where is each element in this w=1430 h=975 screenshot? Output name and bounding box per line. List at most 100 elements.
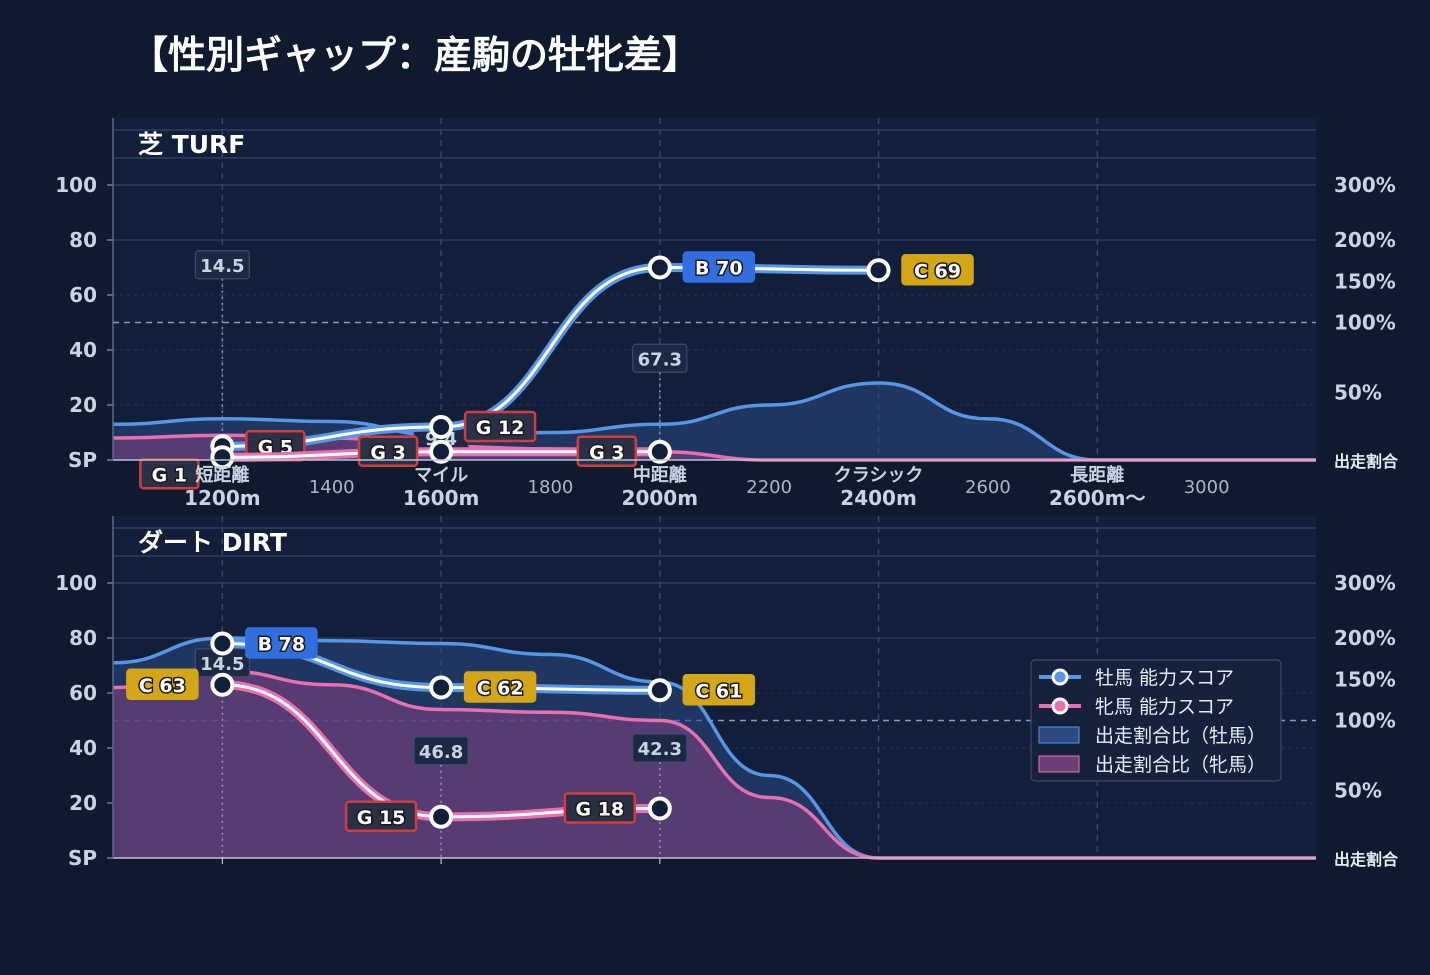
- chart-title: 【性別ギャップ：産駒の牡牝差】: [130, 33, 700, 77]
- legend-item: 牝馬 能力スコア: [1039, 696, 1234, 718]
- x-tick-label: 3000: [1184, 477, 1230, 498]
- ratio-label: 67.3: [632, 343, 688, 460]
- x-category-distance: 2000m: [622, 486, 699, 510]
- grade-badge: G 3: [357, 435, 419, 467]
- legend-patch-swatch: [1038, 755, 1080, 773]
- y-tick-label: SP: [68, 448, 97, 472]
- grade-badge-text: B 78: [258, 634, 306, 656]
- grade-badge-text: B 70: [695, 258, 743, 280]
- grade-badge-text: C 69: [914, 260, 961, 282]
- grade-badge-text: G 12: [476, 417, 525, 439]
- grade-badge-text: G 15: [357, 807, 406, 829]
- grade-badge-text: G 3: [589, 442, 624, 464]
- ratio-line-male: [112, 381, 1316, 462]
- score-point: [210, 631, 235, 656]
- legend-label: 出走割合比（牡馬）: [1095, 725, 1266, 747]
- ratio-label: 14.5: [194, 250, 250, 460]
- grade-badge-text: C 62: [477, 678, 524, 700]
- legend-item: 出走割合比（牝馬）: [1038, 754, 1266, 776]
- legend-label: 牝馬 能力スコア: [1095, 696, 1234, 718]
- grade-badge: C 62: [463, 671, 537, 703]
- score-point: [429, 415, 454, 439]
- legend-label: 出走割合比（牝馬）: [1095, 754, 1266, 776]
- ratio-label-text: 42.3: [638, 739, 682, 760]
- score-point: [210, 445, 235, 470]
- grade-badge-box: [682, 674, 756, 706]
- x-category-distance: 1200m: [184, 486, 261, 510]
- y2-tick-label: 150%: [1334, 667, 1396, 691]
- ratio-label-text: 14.5: [200, 654, 244, 675]
- x-category-name: 短距離: [195, 464, 249, 486]
- score-point: [647, 678, 672, 703]
- x-category-name: クラシック: [834, 465, 924, 486]
- x-tick-label: 1400: [309, 477, 355, 498]
- y-tick-label: 60: [69, 283, 97, 307]
- legend-box: [1030, 659, 1282, 782]
- grade-badge: G 1: [139, 458, 200, 490]
- grade-badge-box: [682, 251, 756, 283]
- y2-tick-label: 50%: [1334, 381, 1382, 405]
- x-tick-label: 2600: [965, 477, 1011, 498]
- score-point: [647, 439, 672, 464]
- y-tick-label: 60: [69, 681, 97, 705]
- y2-tick-label: 200%: [1334, 626, 1396, 650]
- legend-patch-swatch: [1038, 726, 1080, 744]
- y-tick-label: 20: [69, 791, 97, 815]
- grade-badge: C 69: [901, 254, 974, 286]
- ratio-label: 42.3: [632, 733, 688, 858]
- grade-badge-box: [576, 435, 638, 467]
- y-tick-label: 40: [69, 338, 97, 362]
- panel-background: [113, 118, 1316, 460]
- grade-badge-text: C 63: [139, 675, 186, 697]
- grade-badge: C 61: [682, 674, 756, 706]
- panel-label: ダート DIRT: [138, 528, 287, 557]
- y2-tick-label: 出走割合: [1334, 850, 1399, 869]
- x-category-name: マイル: [414, 465, 468, 486]
- x-tick-label: 1800: [528, 477, 574, 498]
- score-point: [866, 258, 891, 283]
- ratio-label-text: 46.8: [419, 742, 463, 763]
- y-tick-label: SP: [68, 846, 97, 870]
- y-tick-label: 100: [55, 571, 97, 595]
- grade-badge: B 78: [245, 627, 318, 659]
- grade-badge-box: [357, 435, 419, 467]
- grade-badge: G 3: [576, 435, 638, 467]
- y2-tick-label: 100%: [1334, 709, 1396, 733]
- grade-badge-box: [245, 627, 318, 659]
- grade-badge: B 70: [682, 251, 756, 283]
- legend-item: 出走割合比（牡馬）: [1038, 725, 1266, 747]
- score-line-inner: [222, 265, 879, 448]
- x-category-name: 長距離: [1070, 464, 1124, 486]
- y2-tick-label: 200%: [1334, 228, 1396, 252]
- y2-tick-label: 300%: [1334, 173, 1396, 197]
- grade-badge: C 63: [126, 668, 199, 700]
- x-category-distance: 2400m: [840, 486, 917, 510]
- legend-label: 牡馬 能力スコア: [1095, 667, 1234, 689]
- grade-badge-text: G 3: [370, 442, 405, 464]
- ratio-label: 14.5: [194, 648, 250, 858]
- y2-tick-label: 100%: [1334, 311, 1396, 335]
- y-tick-label: 40: [69, 736, 97, 760]
- y-tick-label: 80: [69, 626, 97, 650]
- score-point: [429, 804, 454, 829]
- y-tick-label: 80: [69, 228, 97, 252]
- score-point: [429, 439, 454, 464]
- grade-badge-text: C 61: [695, 680, 742, 702]
- grade-badge-box: [344, 800, 418, 832]
- score-point: [647, 796, 672, 821]
- legend-marker: [1051, 697, 1069, 715]
- y2-tick-label: 150%: [1334, 269, 1396, 293]
- y2-tick-label: 50%: [1334, 779, 1382, 803]
- ratio-label-text: 67.3: [638, 349, 682, 370]
- grade-badge-box: [463, 410, 537, 443]
- score-point: [647, 255, 672, 280]
- grade-badge: G 18: [563, 792, 637, 824]
- grade-badge-box: [901, 254, 974, 286]
- grade-badge-text: G 18: [575, 799, 624, 821]
- x-category-distance: 1600m: [403, 486, 480, 510]
- y-tick-label: 100: [55, 173, 97, 197]
- grade-badge-box: [563, 792, 637, 824]
- ratio-label-text: 14.5: [200, 256, 244, 277]
